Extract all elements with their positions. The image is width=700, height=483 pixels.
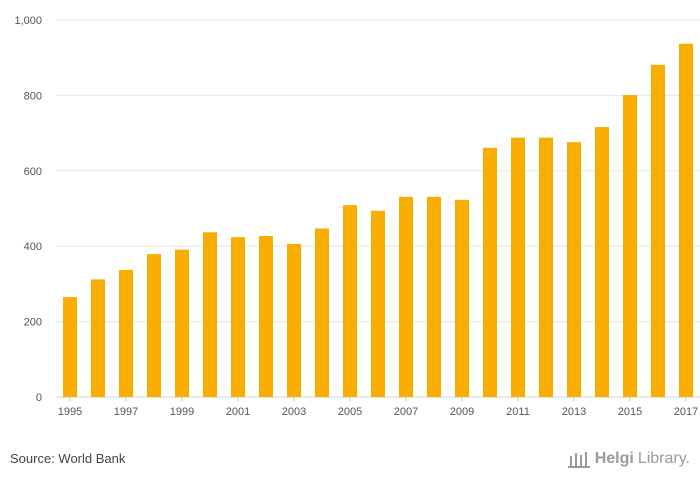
x-tick-label: 2013 xyxy=(562,406,586,418)
x-tick-label: 2011 xyxy=(506,406,530,418)
x-tick-label: 2009 xyxy=(450,406,474,418)
bar-2002 xyxy=(259,236,273,397)
bar-2012 xyxy=(539,137,553,397)
bar-2006 xyxy=(371,210,385,397)
bar-2017 xyxy=(679,43,693,397)
bar-1995 xyxy=(63,297,77,397)
brand-name-regular: Library. xyxy=(637,450,690,467)
bar-2007 xyxy=(399,196,413,397)
bar-2016 xyxy=(651,64,665,397)
bar-1999 xyxy=(175,249,189,397)
bar-2005 xyxy=(343,205,357,397)
y-tick-label: 400 xyxy=(24,241,42,253)
x-tick-label: 2003 xyxy=(282,406,306,418)
bar-1997 xyxy=(119,269,133,397)
bar-2010 xyxy=(483,147,497,397)
bar-2013 xyxy=(567,142,581,397)
bar-2003 xyxy=(287,243,301,397)
source-note: Source: World Bank xyxy=(10,451,126,466)
x-tick-label: 2001 xyxy=(226,406,250,418)
x-tick-label: 2007 xyxy=(394,406,418,418)
y-tick-label: 1,000 xyxy=(14,15,42,27)
bar-2001 xyxy=(231,237,245,397)
bar-2014 xyxy=(595,127,609,398)
bar-2009 xyxy=(455,199,469,397)
helgi-library-logo[interactable]: Helgi Library. xyxy=(567,449,690,469)
x-tick-label: 1999 xyxy=(170,406,194,418)
bar-2000 xyxy=(203,232,217,397)
bar-chart: 0 200 400 600 800 1,000 1995 1997 1999 2001 2003 20… xyxy=(14,15,700,418)
bar-2011 xyxy=(511,137,525,397)
bar-2004 xyxy=(315,228,329,397)
x-tick-label: 2017 xyxy=(674,406,698,418)
x-tick-label: 2005 xyxy=(338,406,362,418)
library-building-icon xyxy=(567,452,590,468)
x-tick-label: 2015 xyxy=(618,406,642,418)
bar-1998 xyxy=(147,254,161,397)
bar-2008 xyxy=(427,196,441,397)
bar-2015 xyxy=(623,95,637,397)
y-tick-label: 0 xyxy=(36,392,42,404)
x-tick-label: 1995 xyxy=(58,406,82,418)
x-tick-label: 1997 xyxy=(114,406,138,418)
y-tick-label: 800 xyxy=(24,90,42,102)
brand-name-bold: Helgi xyxy=(594,450,634,467)
bar-1996 xyxy=(91,279,105,397)
y-tick-label: 600 xyxy=(24,166,42,178)
y-tick-label: 200 xyxy=(24,317,42,329)
